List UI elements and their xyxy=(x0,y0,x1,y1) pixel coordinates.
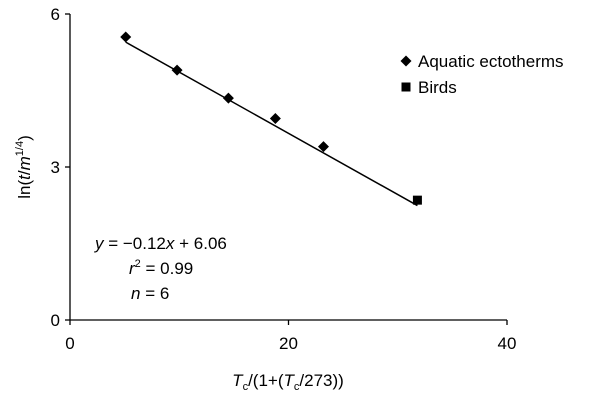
y-tick-label: 3 xyxy=(51,158,60,177)
x-tick-label: 40 xyxy=(498,334,517,353)
bird-point xyxy=(413,196,422,205)
aquatic-point xyxy=(270,113,281,124)
legend-item-birds: Birds xyxy=(402,78,457,97)
legend-label-aquatic: Aquatic ectotherms xyxy=(418,52,564,71)
x-axis-label: Tc/(1+(Tc/273)) xyxy=(232,371,344,393)
legend-marker-birds xyxy=(402,83,411,92)
annotations: y = −0.12x + 6.06 r2 = 0.99 n = 6 xyxy=(94,234,227,303)
x-tick-label: 20 xyxy=(279,334,298,353)
aquatic-point xyxy=(120,31,131,42)
legend-label-birds: Birds xyxy=(418,78,457,97)
y-tick-label: 6 xyxy=(51,5,60,24)
regression-line xyxy=(126,42,418,205)
legend-marker-aquatic xyxy=(401,56,412,67)
y-tick-label: 0 xyxy=(51,311,60,330)
x-tick-label: 0 xyxy=(65,334,74,353)
fit-equation: y = −0.12x + 6.06 xyxy=(94,234,227,253)
y-axis-label: ln(t/m1/4) xyxy=(14,135,34,199)
sample-size: n = 6 xyxy=(131,284,169,303)
data-points xyxy=(120,31,422,204)
fit-line-group xyxy=(126,42,418,205)
legend: Aquatic ectotherms Birds xyxy=(401,52,564,97)
r-squared: r2 = 0.99 xyxy=(129,258,193,278)
legend-item-aquatic: Aquatic ectotherms xyxy=(401,52,564,71)
aquatic-point xyxy=(172,65,183,76)
